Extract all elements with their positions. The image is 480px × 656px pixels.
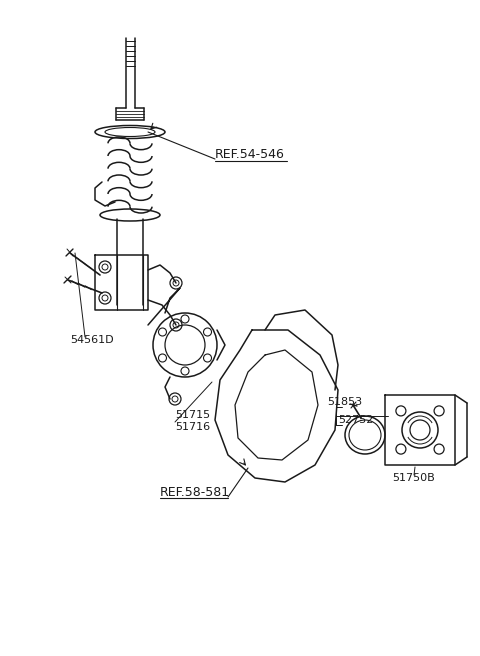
Text: 51853: 51853 <box>327 397 362 407</box>
Text: 54561D: 54561D <box>70 335 114 345</box>
Text: 51750B: 51750B <box>392 473 435 483</box>
Text: REF.54-546: REF.54-546 <box>215 148 285 161</box>
Text: 51716: 51716 <box>175 422 210 432</box>
Text: 52752: 52752 <box>338 415 373 425</box>
Text: REF.58-581: REF.58-581 <box>160 485 230 499</box>
Text: 51715: 51715 <box>175 410 210 420</box>
